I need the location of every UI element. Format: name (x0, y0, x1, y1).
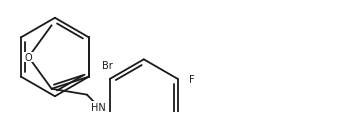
Text: O: O (25, 53, 32, 62)
Text: F: F (189, 74, 195, 84)
Text: Br: Br (103, 61, 113, 71)
Text: HN: HN (91, 102, 106, 112)
